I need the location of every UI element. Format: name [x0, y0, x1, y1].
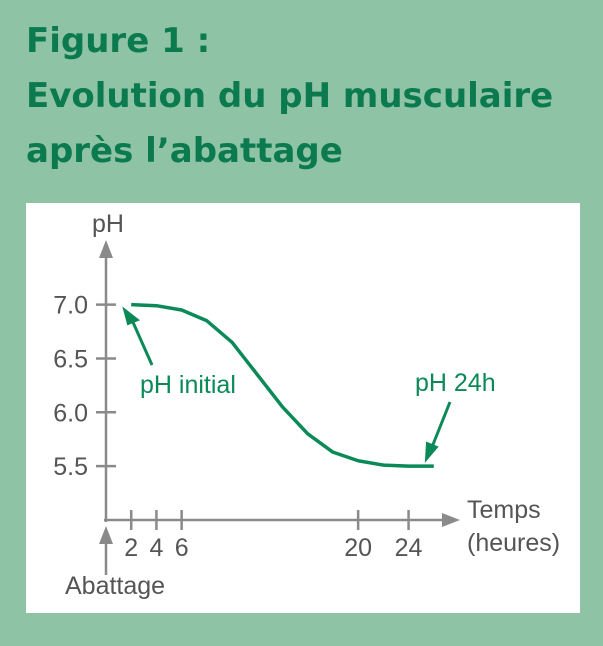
x-tick-label: 6 — [175, 534, 189, 562]
line — [131, 302, 434, 468]
x-axis-label: Temps — [467, 496, 541, 524]
origin-arrow-head — [99, 526, 113, 544]
annotation-arrow — [130, 319, 154, 366]
x-tick-label: 20 — [344, 534, 372, 562]
chart-title: Figure 1 : — [26, 21, 210, 61]
y-tick-label: 6.5 — [53, 345, 88, 373]
annotation: pH initial — [140, 371, 236, 399]
y-tick-label: 7.0 — [53, 292, 88, 320]
chart-title: Evolution du pH musculaire — [26, 76, 553, 116]
y-axis-arrow — [99, 240, 113, 258]
annotation-arrow — [430, 401, 452, 448]
x-tick-label: 24 — [395, 534, 423, 562]
annotation-arrow-head — [122, 306, 140, 326]
annotation: pH 24h — [415, 369, 496, 397]
y-tick-label: 6.0 — [53, 399, 88, 427]
plot-panel — [26, 203, 580, 613]
y-axis-label: pH — [92, 210, 124, 238]
x-tick-label: 4 — [149, 534, 163, 562]
origin-label: Abattage — [65, 572, 165, 600]
y-tick-label: 5.5 — [53, 453, 88, 481]
x-axis-arrow — [442, 513, 460, 527]
annotation-arrow-head — [424, 441, 439, 463]
chart-title: après l’abattage — [26, 131, 343, 171]
x-axis-label: (heures) — [467, 529, 560, 557]
x-tick-label: 2 — [124, 534, 138, 562]
